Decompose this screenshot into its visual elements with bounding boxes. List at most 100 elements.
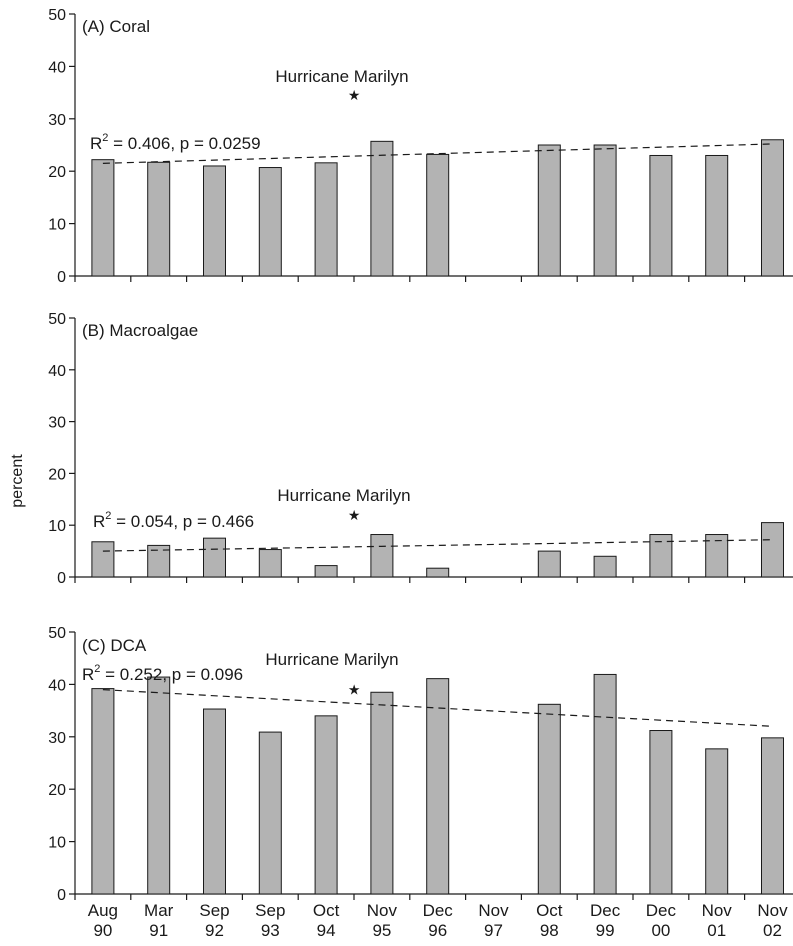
- panel-coral: 0 10 20 30 40 50 (A) Coral R2 = 0.406, p = 0.02…: [48, 7, 793, 286]
- x-tick-year: 91: [149, 921, 168, 940]
- regression-stat: R2 = 0.252, p = 0.096: [82, 663, 243, 684]
- regression-stat: R2 = 0.054, p = 0.466: [93, 510, 254, 531]
- trend-line: [102, 689, 773, 727]
- r-squared-symbol: R: [82, 665, 94, 684]
- panel-label: (C) DCA: [82, 636, 147, 655]
- y-axis-label: percent: [9, 454, 26, 508]
- panel-label: (A) Coral: [82, 17, 150, 36]
- y-tick-label: 50: [48, 625, 66, 642]
- x-tick-label: Aug 90: [88, 901, 118, 940]
- trend-line: [102, 539, 773, 552]
- bar-dec-00: [649, 154, 673, 277]
- bar-aug-90: [91, 541, 115, 578]
- panel-label: (B) Macroalgae: [82, 321, 198, 340]
- bar-dec-96: [426, 567, 450, 578]
- stat-values: = 0.252, p = 0.096: [100, 665, 243, 684]
- bar-nov-02: [761, 139, 784, 277]
- x-tick-month: Aug: [88, 901, 118, 920]
- y-tick-label: 10: [48, 835, 66, 852]
- bar-nov-01: [705, 748, 729, 895]
- y-tick-label: 40: [48, 363, 66, 380]
- bar-nov-02: [761, 737, 784, 895]
- bar-sep-93: [258, 731, 282, 895]
- r-squared-symbol: R: [90, 134, 102, 153]
- star-icon: ★: [348, 507, 361, 523]
- y-tick-label: 20: [48, 466, 66, 483]
- x-tick-month: Nov: [367, 901, 398, 920]
- x-tick-year: 98: [540, 921, 559, 940]
- x-tick-year: 92: [205, 921, 224, 940]
- bar-dec-99: [593, 144, 617, 277]
- bar-aug-90: [91, 688, 115, 895]
- y-tick-label: 10: [48, 518, 66, 535]
- x-tick-label: Nov 01: [702, 901, 733, 940]
- bar-sep-93: [258, 167, 282, 277]
- x-tick-month: Oct: [536, 901, 563, 920]
- x-tick-year: 93: [261, 921, 280, 940]
- x-tick-month: Oct: [313, 901, 340, 920]
- bar-oct-94: [314, 162, 338, 277]
- x-tick-year: 01: [707, 921, 726, 940]
- x-tick-year: 96: [428, 921, 447, 940]
- x-tick-label: Dec 00: [646, 901, 677, 940]
- x-tick-year: 95: [372, 921, 391, 940]
- y-tick-label: 30: [48, 112, 66, 129]
- bar-mar-91: [147, 676, 171, 895]
- x-tick-label: Sep 92: [199, 901, 229, 940]
- y-tick-label: 10: [48, 217, 66, 234]
- y-tick-label: 30: [48, 730, 66, 747]
- r-squared-symbol: R: [93, 512, 105, 531]
- x-tick-month: Mar: [144, 901, 174, 920]
- bar-nov-01: [705, 534, 729, 578]
- hurricane-annotation: Hurricane Marilyn: [265, 650, 398, 669]
- bar-oct-94: [314, 565, 338, 578]
- hurricane-annotation: Hurricane Marilyn: [277, 486, 410, 505]
- trend-line: [102, 143, 773, 164]
- x-tick-label: Nov 95: [367, 901, 398, 940]
- y-tick-label: 40: [48, 59, 66, 76]
- y-tick-label: 30: [48, 415, 66, 432]
- x-tick-year: 99: [596, 921, 615, 940]
- x-tick-label: Nov 97: [478, 901, 509, 940]
- bar-sep-92: [203, 708, 226, 895]
- bar-oct-94: [314, 715, 338, 895]
- x-tick-month: Dec: [590, 901, 621, 920]
- y-tick-label: 0: [57, 570, 66, 587]
- superscript-2: 2: [102, 132, 108, 144]
- x-tick-year: 94: [317, 921, 336, 940]
- x-tick-month: Dec: [646, 901, 677, 920]
- bar-oct-98: [537, 550, 561, 578]
- bar-oct-98: [537, 703, 561, 895]
- x-tick-month: Sep: [199, 901, 229, 920]
- bar-dec-00: [649, 730, 673, 895]
- x-tick-month: Nov: [757, 901, 788, 920]
- x-tick-label: Sep 93: [255, 901, 285, 940]
- x-tick-year: 90: [93, 921, 112, 940]
- bar-sep-93: [258, 549, 282, 578]
- bar-sep-92: [203, 537, 226, 578]
- x-tick-label: Oct 94: [313, 901, 340, 940]
- bar-nov-95: [370, 534, 394, 578]
- bar-mar-91: [147, 161, 171, 277]
- y-tick-label: 40: [48, 677, 66, 694]
- bar-dec-00: [649, 534, 673, 578]
- bar-nov-02: [761, 522, 784, 578]
- bar-oct-98: [537, 144, 561, 277]
- x-tick-month: Nov: [702, 901, 733, 920]
- panel-macroalgae: 0 10 20 30 40 50 (B) Macroalgae R2 = 0.054, p =…: [48, 311, 793, 587]
- bar-nov-01: [705, 154, 729, 277]
- bar-dec-99: [593, 673, 617, 895]
- bar-nov-95: [370, 140, 394, 277]
- x-tick-label: Mar 91: [144, 901, 174, 940]
- panel-dca: 0 10 20 30 40 50 (C) DCA R2 = 0.252, p = 0.096 H…: [48, 625, 793, 904]
- x-tick-label: Oct 98: [536, 901, 563, 940]
- superscript-2: 2: [105, 510, 111, 522]
- y-tick-label: 0: [57, 269, 66, 286]
- superscript-2: 2: [94, 663, 100, 675]
- bar-dec-99: [593, 555, 617, 578]
- y-tick-label: 50: [48, 7, 66, 24]
- x-tick-label: Dec 96: [423, 901, 454, 940]
- x-tick-month: Dec: [423, 901, 454, 920]
